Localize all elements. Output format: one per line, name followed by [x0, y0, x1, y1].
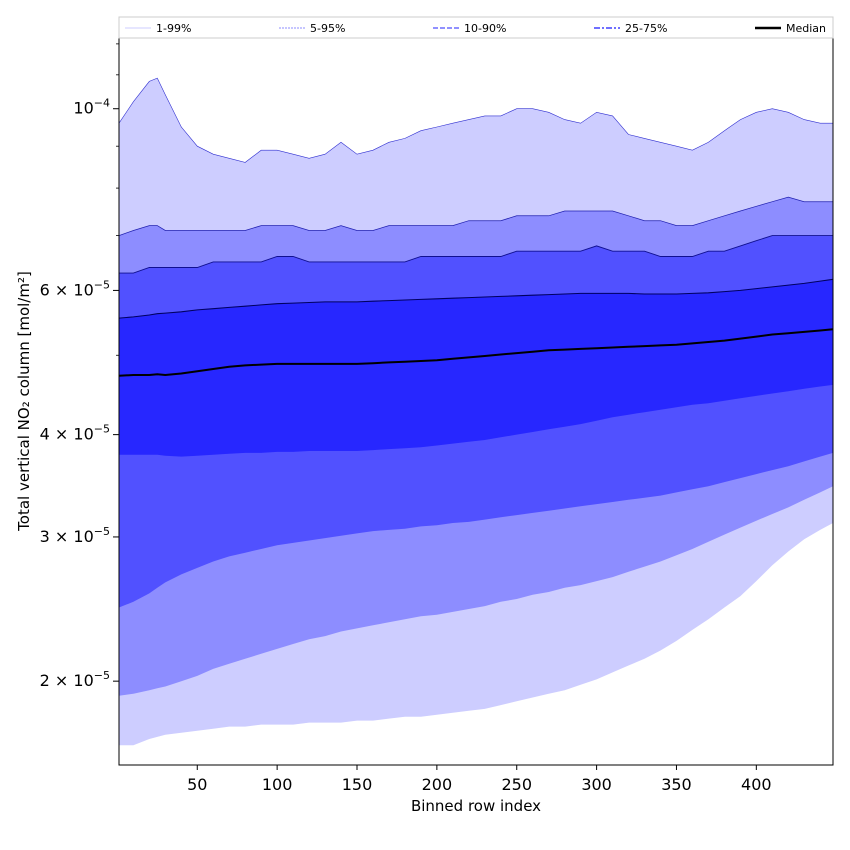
legend-box: [118, 16, 834, 39]
band-10-90-upper-edge: [119, 235, 833, 274]
bands-layer: [118, 77, 834, 746]
legend-label: 1-99%: [156, 22, 191, 35]
y-tick-label: 4 × 10−5: [40, 423, 110, 444]
x-tick-label: 400: [741, 775, 772, 794]
x-axis-ticks: 50 100 150 200 250 300 350 400: [187, 765, 772, 794]
y-axis-label: Total vertical NO₂ column [mol/m²]: [15, 271, 33, 532]
x-tick-label: 50: [187, 775, 207, 794]
x-tick-label: 150: [342, 775, 373, 794]
y-tick-label: 6 × 10−5: [40, 278, 110, 299]
band-25-75-area: [119, 279, 833, 457]
x-tick-label: 350: [661, 775, 692, 794]
y-tick-label: 2 × 10−5: [40, 669, 110, 690]
x-tick-label: 250: [501, 775, 532, 794]
x-tick-label: 100: [262, 775, 293, 794]
y-tick-label: 10−4: [73, 97, 110, 118]
legend: 1-99% 5-95% 10-90% 25-75% Median: [118, 16, 834, 39]
band-25-75-upper-edge: [118, 278, 834, 319]
median-layer: [118, 328, 834, 377]
median-line: [118, 328, 834, 377]
legend-label: 25-75%: [625, 22, 667, 35]
x-axis-label: Binned row index: [411, 797, 541, 815]
legend-label: 5-95%: [310, 22, 345, 35]
y-axis-ticks: 2 × 10−5 3 × 10−5 4 × 10−5 6 × 10−5 10−4: [40, 43, 119, 690]
x-tick-label: 200: [422, 775, 453, 794]
x-tick-label: 300: [581, 775, 612, 794]
y-tick-label: 3 × 10−5: [40, 525, 110, 546]
band-1-99-upper-edge: [118, 77, 833, 163]
legend-label: 10-90%: [464, 22, 506, 35]
band-5-95-upper-edge: [118, 196, 833, 236]
legend-label: Median: [786, 22, 826, 35]
